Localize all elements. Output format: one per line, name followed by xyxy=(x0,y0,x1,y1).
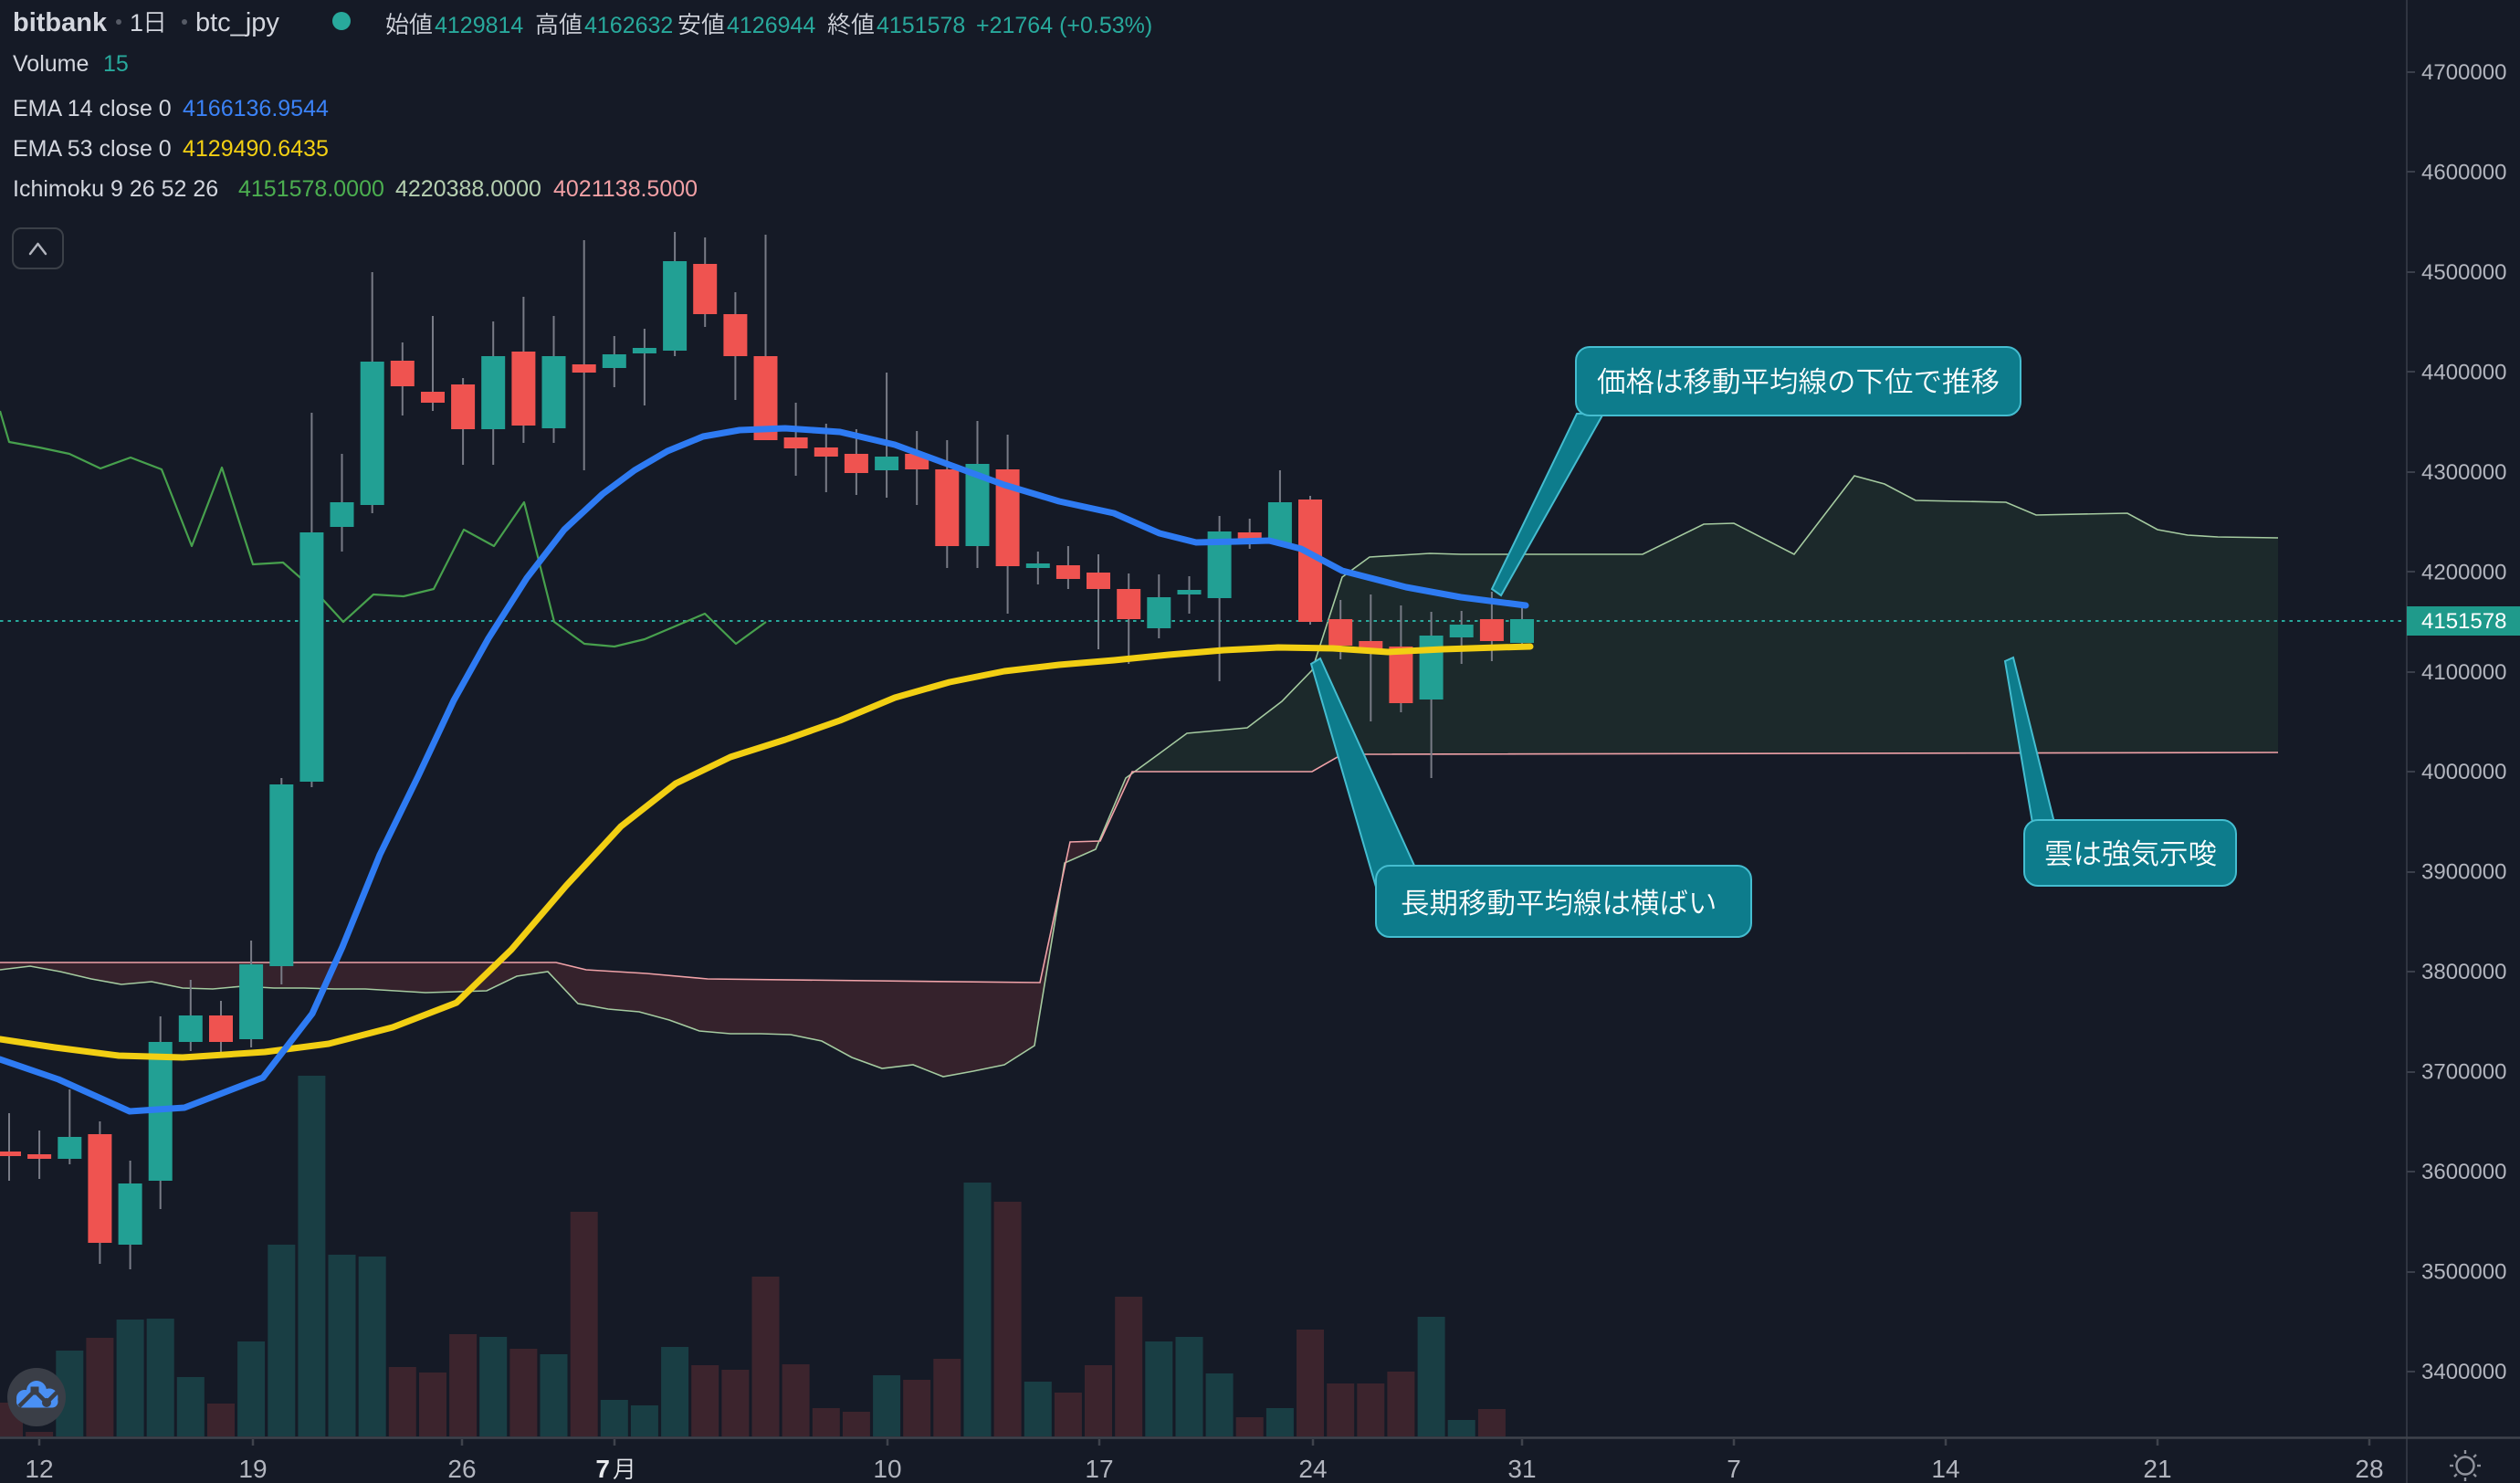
svg-text:14: 14 xyxy=(1931,1455,1959,1483)
svg-text:4166136.9544: 4166136.9544 xyxy=(183,96,329,121)
svg-text:+21764 (+0.53%): +21764 (+0.53%) xyxy=(976,13,1152,38)
svg-text:3500000: 3500000 xyxy=(2421,1260,2506,1285)
svg-text:4151578.0000: 4151578.0000 xyxy=(238,176,384,202)
svg-text:3600000: 3600000 xyxy=(2421,1160,2506,1184)
svg-text:btc_jpy: btc_jpy xyxy=(195,8,279,37)
svg-text:7: 7 xyxy=(595,1455,610,1483)
svg-text:28: 28 xyxy=(2355,1455,2383,1483)
svg-text:Volume: Volume xyxy=(13,51,89,77)
svg-text:4151578: 4151578 xyxy=(2421,609,2506,634)
svg-text:4129490.6435: 4129490.6435 xyxy=(183,136,329,162)
svg-text:21: 21 xyxy=(2143,1455,2171,1483)
svg-text:3400000: 3400000 xyxy=(2421,1360,2506,1384)
svg-text:4500000: 4500000 xyxy=(2421,260,2506,285)
svg-text:10: 10 xyxy=(873,1455,901,1483)
svg-text:bitbank: bitbank xyxy=(13,8,108,37)
svg-text:3900000: 3900000 xyxy=(2421,860,2506,885)
svg-text:12: 12 xyxy=(25,1455,53,1483)
svg-text:24: 24 xyxy=(1298,1455,1327,1483)
svg-text:4126944: 4126944 xyxy=(727,13,815,38)
svg-text:3800000: 3800000 xyxy=(2421,960,2506,984)
svg-text:4021138.5000: 4021138.5000 xyxy=(553,176,698,202)
svg-text:7: 7 xyxy=(1727,1455,1741,1483)
svg-text:3700000: 3700000 xyxy=(2421,1060,2506,1085)
svg-text:19: 19 xyxy=(238,1455,267,1483)
svg-text:EMA 14 close 0: EMA 14 close 0 xyxy=(13,96,172,121)
svg-text:4400000: 4400000 xyxy=(2421,360,2506,384)
svg-text:4600000: 4600000 xyxy=(2421,160,2506,184)
svg-text:31: 31 xyxy=(1507,1455,1536,1483)
svg-text:Ichimoku 9 26 52 26: Ichimoku 9 26 52 26 xyxy=(13,176,218,202)
svg-text:26: 26 xyxy=(447,1455,476,1483)
svg-text:1: 1 xyxy=(130,9,143,37)
svg-text:4162632: 4162632 xyxy=(584,13,673,38)
svg-text:4200000: 4200000 xyxy=(2421,560,2506,584)
svg-text:17: 17 xyxy=(1085,1455,1113,1483)
svg-text:4000000: 4000000 xyxy=(2421,760,2506,784)
svg-text:EMA 53 close 0: EMA 53 close 0 xyxy=(13,136,172,162)
svg-text:4100000: 4100000 xyxy=(2421,660,2506,685)
svg-text:4151578: 4151578 xyxy=(877,13,965,38)
svg-text:4129814: 4129814 xyxy=(435,13,523,38)
svg-text:4300000: 4300000 xyxy=(2421,460,2506,485)
svg-text:15: 15 xyxy=(103,51,129,77)
svg-text:4220388.0000: 4220388.0000 xyxy=(395,176,541,202)
svg-text:4700000: 4700000 xyxy=(2421,60,2506,85)
